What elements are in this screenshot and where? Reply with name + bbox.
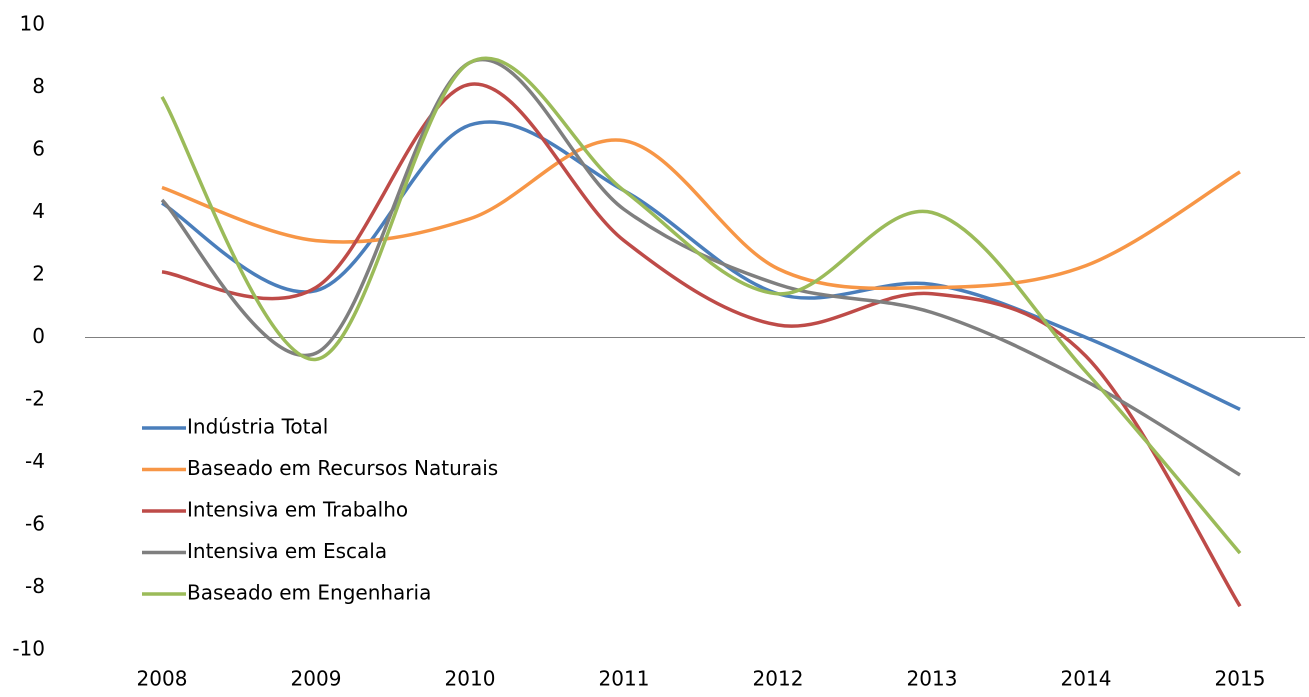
x-tick-label: 2010 <box>445 667 496 691</box>
y-tick-label: 6 <box>32 137 45 161</box>
x-tick-label: 2008 <box>137 667 188 691</box>
y-tick-label: 2 <box>32 262 45 286</box>
x-tick-label: 2013 <box>907 667 958 691</box>
y-tick-label: 4 <box>32 199 45 223</box>
legend-label: Baseado em Engenharia <box>187 581 431 605</box>
y-tick-label: 8 <box>32 74 45 98</box>
x-tick-label: 2009 <box>291 667 342 691</box>
legend-label: Indústria Total <box>187 415 328 439</box>
series-line <box>160 56 1242 555</box>
series-line <box>161 82 1242 608</box>
x-tick-label: 2011 <box>599 667 650 691</box>
x-tick-label: 2014 <box>1061 667 1112 691</box>
y-tick-label: -10 <box>12 637 45 661</box>
x-tick-label: 2012 <box>753 667 804 691</box>
series-line <box>161 138 1241 291</box>
y-tick-label: 10 <box>20 12 45 36</box>
y-tick-label: -4 <box>25 449 45 473</box>
y-tick-label: -6 <box>25 512 45 536</box>
legend-label: Intensiva em Escala <box>187 539 387 563</box>
legend-label: Intensiva em Trabalho <box>187 498 408 522</box>
series-line <box>161 120 1241 411</box>
y-tick-label: 0 <box>32 324 45 348</box>
series-line <box>160 58 1241 477</box>
y-tick-label: -8 <box>25 574 45 598</box>
x-tick-label: 2015 <box>1215 667 1266 691</box>
legend-label: Baseado em Recursos Naturais <box>187 456 498 480</box>
y-tick-label: -2 <box>25 387 45 411</box>
